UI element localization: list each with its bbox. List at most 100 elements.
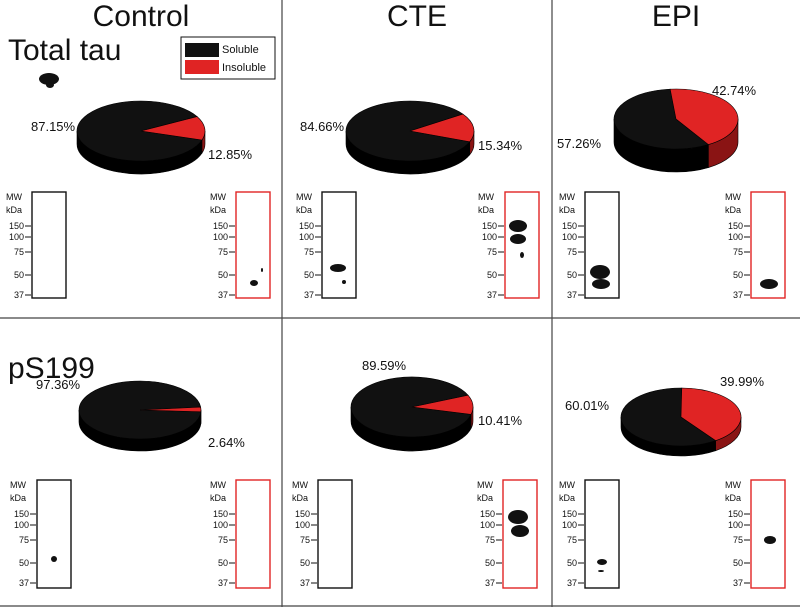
mw-marker-label: 100 [213,520,228,530]
pie-label-soluble: 87.15% [31,119,76,134]
pie-slice-soluble [78,380,202,440]
mw-header-label: kDa [10,493,26,503]
mw-marker-label: 50 [567,558,577,568]
pie-chart-total-tau-control: 87.15% 12.85% [31,100,253,175]
mw-header-label: kDa [559,205,575,215]
blot-frame [36,479,72,589]
mw-marker-label: 37 [567,290,577,300]
blot-band [511,525,529,537]
mw-marker-label: 37 [218,578,228,588]
mw-header-label: MW [559,192,575,202]
blot-band [510,234,526,244]
mw-marker-label: 37 [733,578,743,588]
mw-header-label: MW [725,480,741,490]
pie-label-insoluble: 15.34% [478,138,523,153]
blot-frame [317,479,353,589]
legend: Soluble Insoluble [180,36,276,80]
mw-header-label: kDa [210,493,226,503]
mw-header-label: MW [477,480,493,490]
mw-marker-label: 75 [567,247,577,257]
column-header-control: Control [93,0,190,33]
mw-marker-label: 50 [304,270,314,280]
mw-marker-label: 50 [19,558,29,568]
blot-frame [235,479,271,589]
mw-marker-label: 75 [14,247,24,257]
mw-header-label: kDa [478,205,494,215]
pie-label-soluble: 97.36% [36,377,81,392]
mw-header-label: MW [10,480,26,490]
column-header-epi: EPI [652,0,700,33]
mw-marker-label: 150 [9,221,24,231]
mw-marker-label: 50 [485,558,495,568]
mw-header-label: kDa [725,205,741,215]
blot-band [39,73,59,85]
blot-band [590,265,610,279]
mw-marker-label: 100 [728,232,743,242]
blot-frame [321,191,357,299]
pie-label-insoluble: 39.99% [720,374,765,389]
mw-header-label: MW [478,192,494,202]
blot-band [764,536,776,544]
pie-label-soluble: 60.01% [565,398,610,413]
pie-label-insoluble: 12.85% [208,147,253,162]
blot-band [330,264,346,272]
mw-header-label: MW [6,192,22,202]
mw-marker-label: 100 [213,232,228,242]
mw-marker-label: 150 [213,221,228,231]
blot-band [760,279,778,289]
blot-band [598,570,604,572]
mw-marker-label: 150 [295,509,310,519]
mw-header-label: MW [559,480,575,490]
mw-marker-label: 75 [218,535,228,545]
blot-band [342,280,346,284]
blot-band [261,268,263,272]
mw-marker-label: 150 [480,509,495,519]
legend-label-soluble: Soluble [222,44,259,56]
mw-marker-label: 37 [300,578,310,588]
mw-marker-label: 150 [482,221,497,231]
legend-swatch-soluble [185,43,219,57]
mw-marker-label: 100 [9,232,24,242]
mw-marker-label: 150 [14,509,29,519]
mw-header-label: MW [210,480,226,490]
pie-slice-soluble [613,88,710,150]
blot-band [46,82,54,88]
pie-slice-soluble [620,387,717,447]
mw-marker-label: 37 [19,578,29,588]
row-label: pS199 [8,352,95,385]
mw-header-label: kDa [559,493,575,503]
pie-slice-insoluble [680,387,742,442]
blot-frame [31,191,67,299]
blot-band [520,252,524,258]
mw-marker-label: 150 [562,509,577,519]
pie-label-insoluble: 42.74% [712,83,757,98]
blot-frame [235,191,271,299]
mw-marker-label: 37 [14,290,24,300]
mw-marker-label: 100 [14,520,29,530]
mw-header-label: MW [725,192,741,202]
mw-marker-label: 75 [300,535,310,545]
blot-frame [504,191,540,299]
mw-marker-label: 75 [218,247,228,257]
mw-marker-label: 37 [567,578,577,588]
mw-marker-label: 37 [485,578,495,588]
pie-slice-insoluble [669,88,739,145]
mw-marker-label: 50 [14,270,24,280]
mw-marker-label: 50 [300,558,310,568]
mw-marker-label: 75 [733,535,743,545]
pie-slice-soluble [350,376,472,438]
mw-marker-label: 50 [733,270,743,280]
pie-label-soluble: 84.66% [300,119,345,134]
mw-marker-label: 100 [562,232,577,242]
blot-band [592,279,610,289]
mw-marker-label: 100 [295,520,310,530]
